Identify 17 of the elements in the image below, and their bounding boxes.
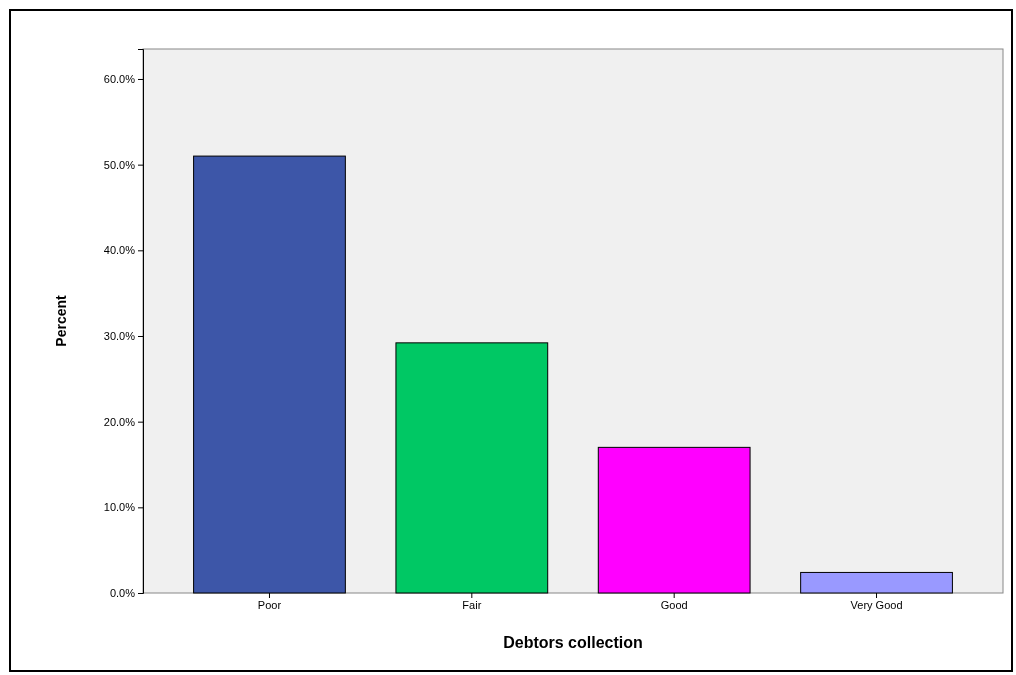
x-tick-label: Good	[660, 598, 688, 611]
x-axis-title: Debtors collection	[503, 634, 643, 651]
x-tick-label: Very Good	[850, 598, 903, 611]
bar	[193, 155, 346, 594]
x-tick-label: Fair	[462, 598, 482, 611]
bar	[395, 342, 549, 594]
y-tick-label: 40.0%	[103, 244, 136, 257]
y-tick-label: 0.0%	[109, 587, 136, 600]
y-axis-title: Percent	[53, 294, 69, 347]
y-tick-label: 50.0%	[103, 158, 136, 171]
y-tick-label: 60.0%	[103, 73, 136, 85]
y-tick-label: 30.0%	[103, 330, 136, 343]
y-tick-label: 20.0%	[103, 415, 136, 428]
bar	[597, 446, 751, 594]
bar	[800, 571, 953, 594]
x-tick-label: Poor	[257, 598, 282, 611]
y-tick-label: 10.0%	[103, 501, 136, 514]
